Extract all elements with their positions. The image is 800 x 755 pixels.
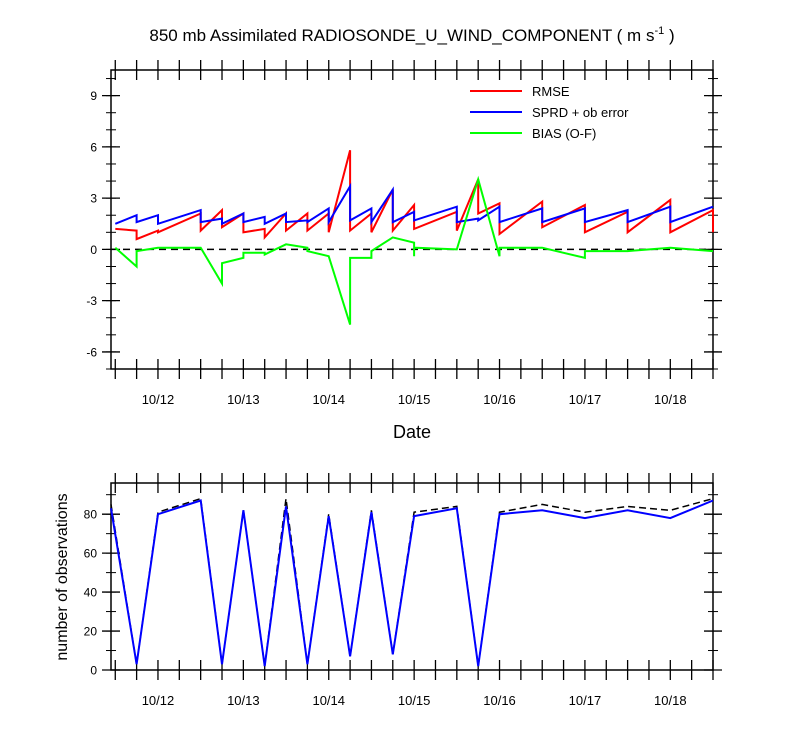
x-tick-label: 10/18 (654, 693, 687, 708)
x-tick-label: 10/13 (227, 392, 260, 407)
legend: RMSE SPRD + ob error BIAS (O-F) (470, 84, 629, 141)
y-tick-label: -3 (86, 294, 97, 308)
x-tick-label: 10/18 (654, 392, 687, 407)
x-tick-label: 10/13 (227, 693, 260, 708)
y-axis-label-observations: number of observations (54, 493, 71, 660)
legend-label-bias: BIAS (O-F) (532, 126, 596, 141)
y-tick-label: 6 (90, 140, 97, 154)
x-tick-label: 10/15 (398, 693, 431, 708)
x-tick-label: 10/16 (483, 693, 516, 708)
y-tick-label: 0 (90, 664, 97, 678)
y-tick-label: 3 (90, 192, 97, 206)
chart-title-end: ) (664, 26, 674, 45)
x-axis-label: Date (393, 422, 431, 442)
y-tick-label: 9 (90, 89, 97, 103)
chart-title-superscript: -1 (654, 25, 664, 37)
x-tick-label: 10/15 (398, 392, 431, 407)
x-tick-label: 10/12 (142, 392, 175, 407)
y-tick-label: 20 (84, 625, 98, 639)
x-tick-label: 10/12 (142, 693, 175, 708)
y-tick-label: 40 (84, 586, 98, 600)
x-tick-label: 10/16 (483, 392, 516, 407)
y-tick-label: 0 (90, 243, 97, 257)
bottom-panel: 10/12 10/13 10/14 10/15 10/16 10/17 10/18 0 20 40… (84, 473, 722, 708)
x-tick-label: 10/14 (312, 392, 345, 407)
legend-label-sprd: SPRD + ob error (532, 105, 629, 120)
top-panel: 10/12 10/13 10/14 10/15 10/16 10/17 10/18 9 6 3 0 -… (86, 60, 722, 407)
chart-title: 850 mb Assimilated RADIOSONDE_U_WIND_COM… (149, 25, 674, 45)
plot-frame (110, 482, 714, 671)
series-line-observations-assimilated (110, 499, 714, 667)
x-tick-label: 10/14 (312, 693, 345, 708)
y-tick-label: 60 (84, 547, 98, 561)
chart-title-main: 850 mb Assimilated RADIOSONDE_U_WIND_COM… (149, 26, 654, 45)
legend-label-rmse: RMSE (532, 84, 570, 99)
y-tick-label: 80 (84, 508, 98, 522)
series-line-sprd-ob-error (114, 182, 714, 226)
y-tick-label: -6 (86, 345, 97, 359)
x-tick-label: 10/17 (569, 392, 602, 407)
series-line-bias-o-f (114, 175, 714, 325)
x-tick-label: 10/17 (569, 693, 602, 708)
series-line-rmse (115, 150, 714, 241)
